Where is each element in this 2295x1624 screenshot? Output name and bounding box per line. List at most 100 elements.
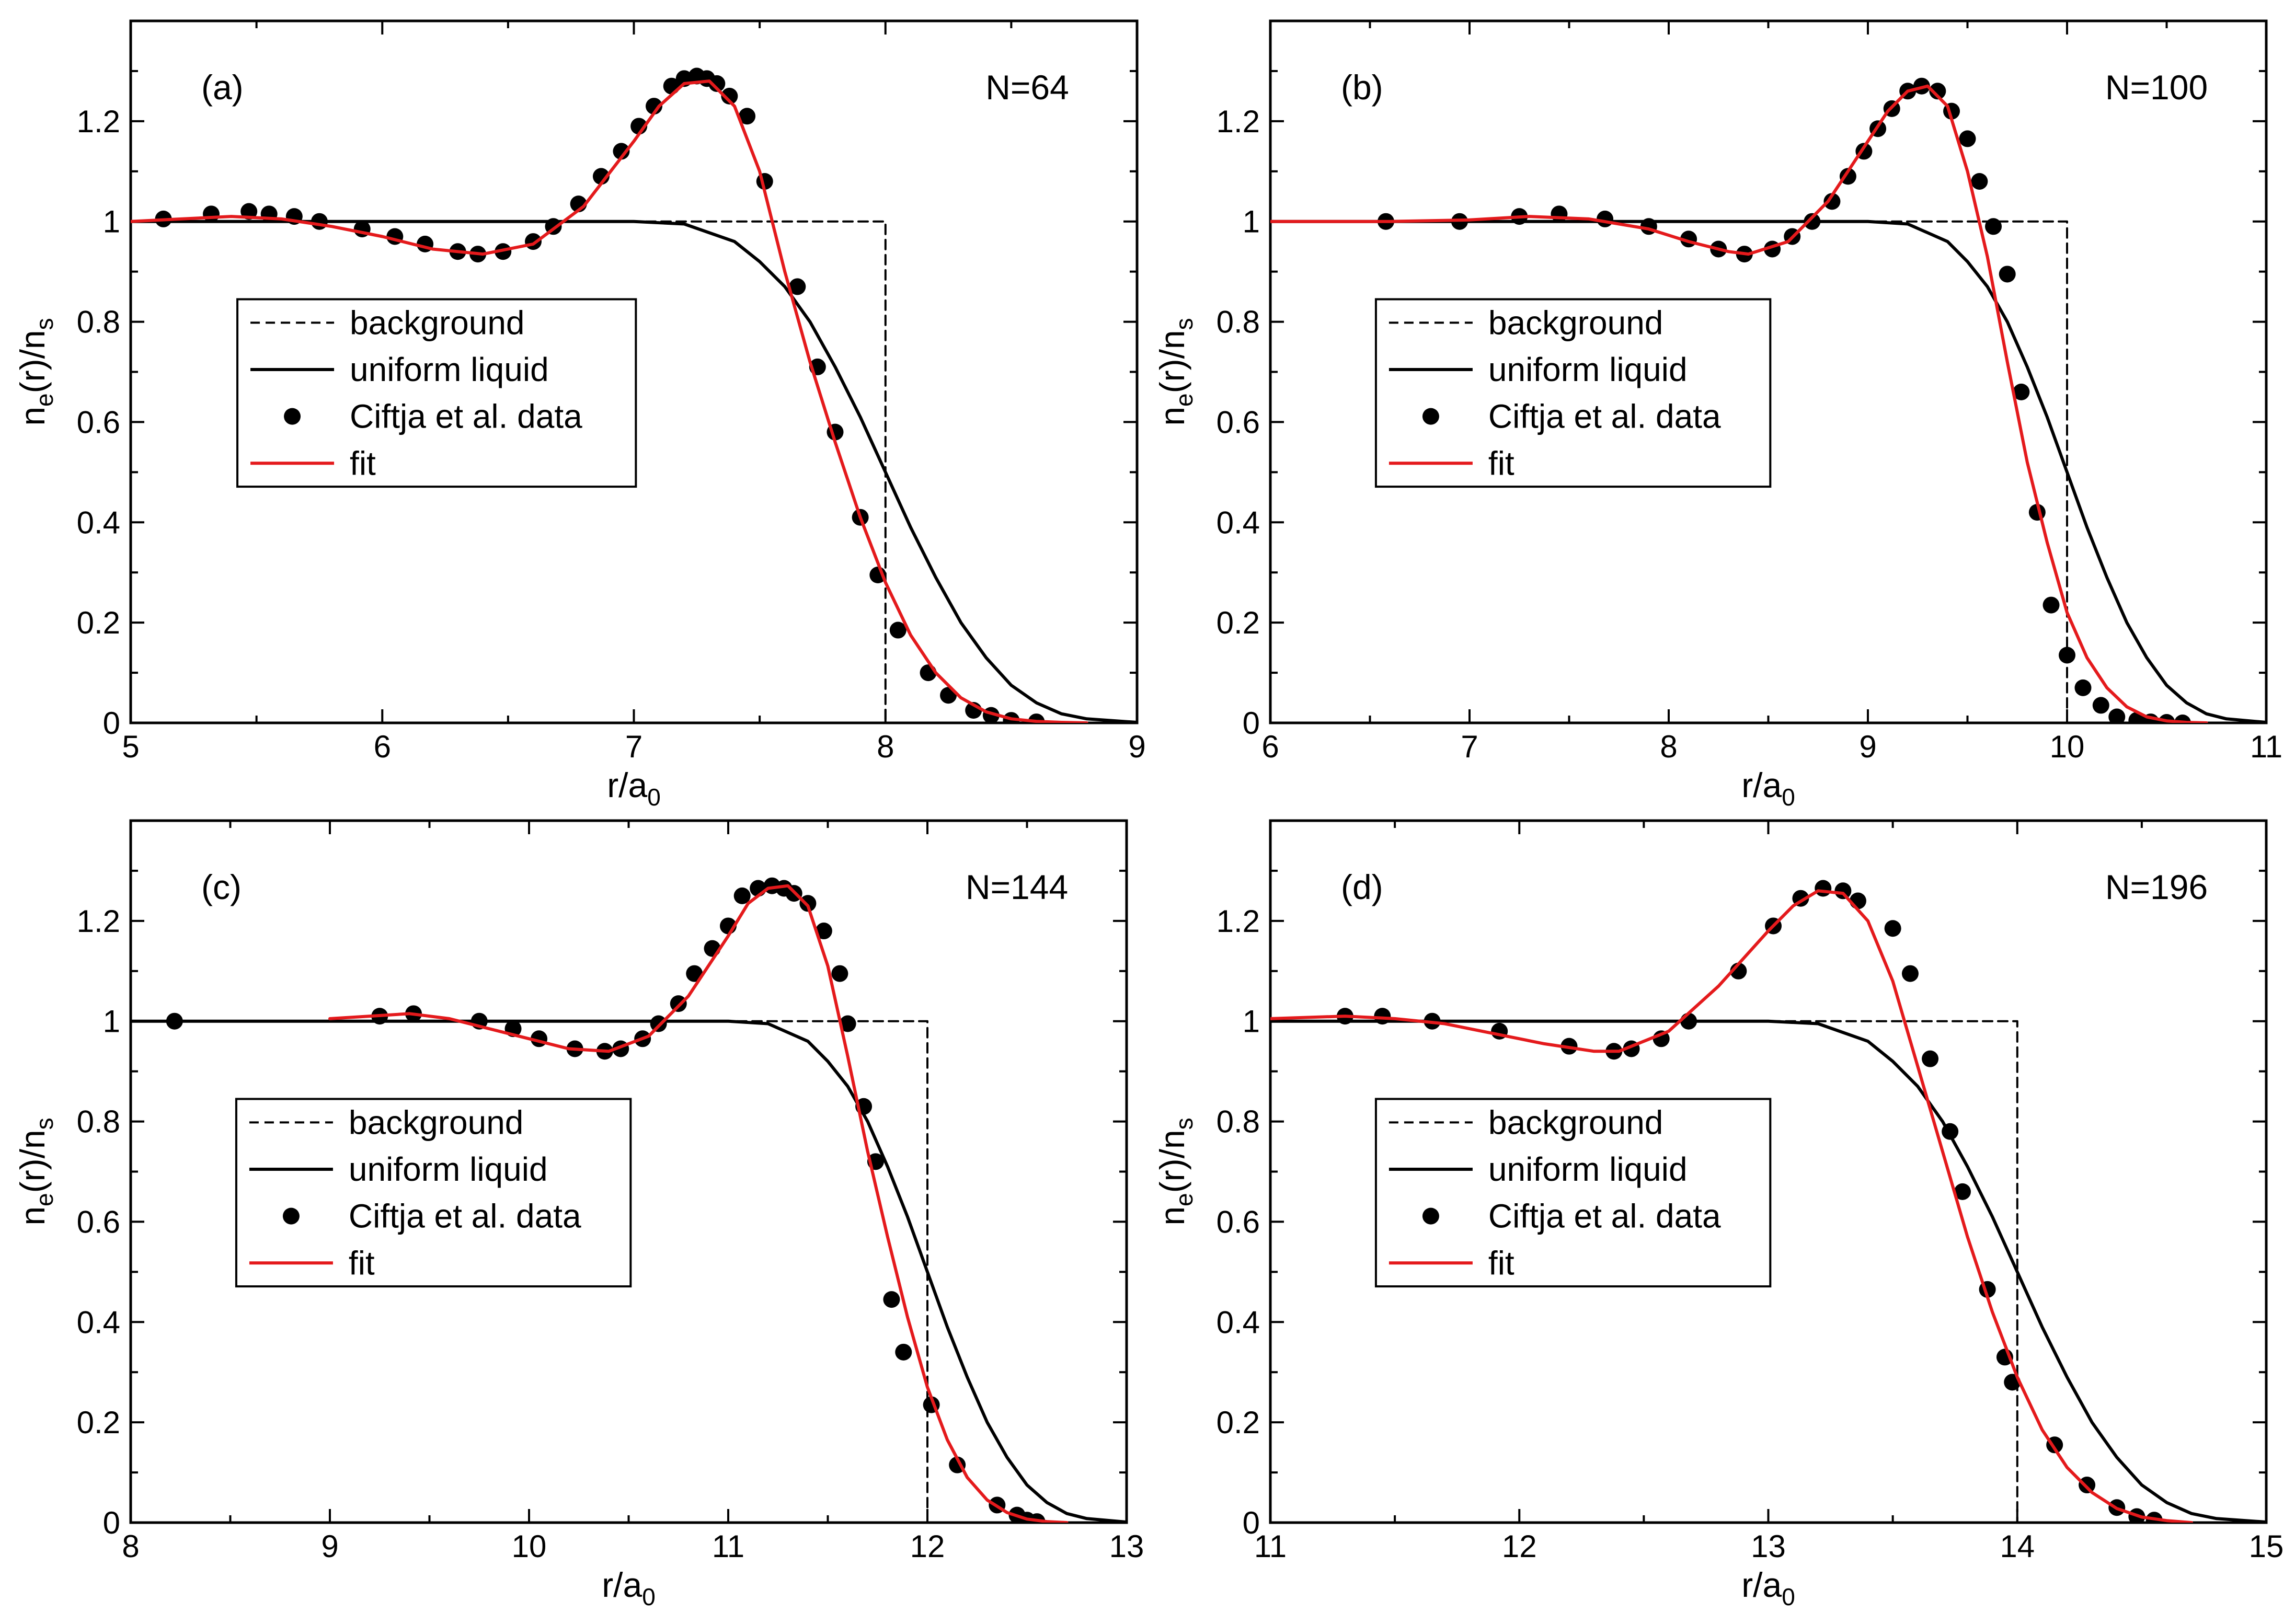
legend-label: background <box>1488 1103 1663 1141</box>
data-point <box>613 143 630 160</box>
legend-box <box>235 1098 632 1288</box>
data-point <box>708 75 726 92</box>
uniform-liquid-line <box>1270 1019 2266 1523</box>
y-tick-label: 0.8 <box>77 305 120 340</box>
data-point <box>789 278 806 295</box>
y-tick-label: 0.4 <box>1217 1305 1260 1340</box>
data-point <box>1884 920 1901 937</box>
data-point <box>721 87 738 105</box>
legend-label: fit <box>350 444 376 482</box>
data-point <box>831 965 848 982</box>
data-point <box>1985 218 2002 235</box>
data-point <box>686 965 703 982</box>
uniform-liquid-line <box>131 1019 1127 1523</box>
legend-box <box>1374 1098 1772 1288</box>
data-point <box>311 213 328 230</box>
x-tick-label: 9 <box>1128 729 1145 764</box>
x-axis-label: r/a0 <box>1741 1565 1795 1610</box>
fit-line <box>1270 84 2208 723</box>
legend-label: fit <box>1488 444 1514 482</box>
legend-label: fit <box>1488 1244 1514 1282</box>
legend-swatch-data <box>1422 408 1439 425</box>
data-point <box>895 1343 912 1361</box>
fit-line <box>328 884 1069 1523</box>
data-point <box>1942 1123 1959 1140</box>
data-point <box>839 1015 856 1032</box>
legend: background uniform liquid Ciftja et al. da… <box>1374 1098 1772 1288</box>
plot-area <box>1270 77 2266 723</box>
x-tick-label: 15 <box>2249 1529 2284 1564</box>
legend: background uniform liquid Ciftja et al. da… <box>236 298 637 488</box>
y-tick-label: 0.4 <box>77 1305 120 1340</box>
data-point <box>1929 83 1946 100</box>
legend-label: Ciftja et al. data <box>1488 1197 1721 1235</box>
data-point <box>670 995 687 1012</box>
y-tick-label: 1.2 <box>77 904 120 939</box>
x-tick-label: 6 <box>1261 729 1279 764</box>
x-tick-label: 14 <box>2000 1529 2035 1564</box>
legend-swatch-data <box>1422 1207 1439 1225</box>
y-tick-label: 0.6 <box>77 1204 120 1239</box>
panel-label: (d) <box>1341 868 1383 906</box>
panel-c: 8 9 10 11 12 13 0 0.2 0.4 0.6 0.8 1 1.2 r/a0 ne(r)/ns (… <box>13 819 1144 1610</box>
data-point <box>1823 193 1841 210</box>
x-axis-label: r/a0 <box>1741 766 1795 811</box>
y-axis-label: ne(r)/ns <box>13 318 58 425</box>
data-point <box>1597 210 1614 227</box>
data-point <box>166 1012 183 1030</box>
panel-d: 11 12 13 14 15 0 0.2 0.4 0.6 0.8 1 1.2 r/a0 ne(r)/ns (… <box>1153 819 2284 1610</box>
panel-annotation: N=196 <box>2105 868 2208 906</box>
x-tick-label: 11 <box>2250 729 2282 764</box>
y-tick-label: 0.6 <box>1217 1204 1260 1239</box>
data-point <box>1680 1012 1697 1030</box>
data-point <box>1551 205 1568 223</box>
x-tick-label: 8 <box>122 1529 139 1564</box>
y-tick-label: 0.2 <box>77 1405 120 1440</box>
x-tick-label: 10 <box>512 1529 547 1564</box>
y-tick-label: 0 <box>103 706 120 741</box>
panel-label: (b) <box>1341 68 1383 107</box>
y-axis-label: ne(r)/ns <box>1153 318 1198 425</box>
x-tick-label: 8 <box>877 729 894 764</box>
data-point <box>2079 1477 2096 1494</box>
plot-area <box>131 877 1127 1523</box>
y-tick-label: 1 <box>1243 1004 1260 1039</box>
legend-box <box>1374 298 1772 488</box>
x-tick-label: 6 <box>374 729 391 764</box>
panel-label: (c) <box>201 868 242 906</box>
x-tick-label: 8 <box>1660 729 1677 764</box>
data-point <box>1922 1050 1939 1067</box>
y-tick-label: 0.6 <box>77 405 120 440</box>
panel-a: 5 6 7 8 9 0 0.2 0.4 0.6 0.8 1 1.2 r/a0 ne(r)/ns (a) N=6… <box>13 19 1146 811</box>
data-point <box>1959 130 1976 147</box>
data-point <box>2059 647 2075 664</box>
legend-label: background <box>1488 304 1663 341</box>
y-tick-label: 0.2 <box>1217 605 1260 640</box>
plot-area <box>1270 880 2266 1523</box>
data-point <box>2092 697 2109 714</box>
data-point <box>2108 708 2126 723</box>
y-tick-label: 0.8 <box>77 1104 120 1139</box>
legend-swatch-data <box>284 408 301 425</box>
x-tick-label: 9 <box>321 1529 338 1564</box>
fit-line <box>131 79 1088 723</box>
data-point <box>646 98 662 115</box>
plot-area <box>131 67 1137 723</box>
uniform-liquid-line <box>1270 220 2266 723</box>
y-tick-label: 0.4 <box>1217 505 1260 540</box>
legend: background uniform liquid Ciftja et al. da… <box>235 1098 632 1288</box>
panel-label: (a) <box>201 68 244 107</box>
data-point <box>883 1291 900 1308</box>
y-tick-label: 0.4 <box>77 505 120 540</box>
x-tick-label: 13 <box>1109 1529 1144 1564</box>
data-point <box>1374 1008 1391 1025</box>
data-point <box>889 621 906 639</box>
y-tick-label: 0.6 <box>1217 405 1260 440</box>
panel-annotation: N=64 <box>985 68 1069 107</box>
y-tick-label: 0.8 <box>1217 305 1260 340</box>
y-tick-label: 0.2 <box>77 605 120 640</box>
panel-b: 6 7 8 9 10 11 0 0.2 0.4 0.6 0.8 1 1.2 r/a0 ne(r)/ns (b)… <box>1153 19 2282 811</box>
data-point <box>1804 213 1821 230</box>
legend-label: uniform liquid <box>350 351 549 388</box>
